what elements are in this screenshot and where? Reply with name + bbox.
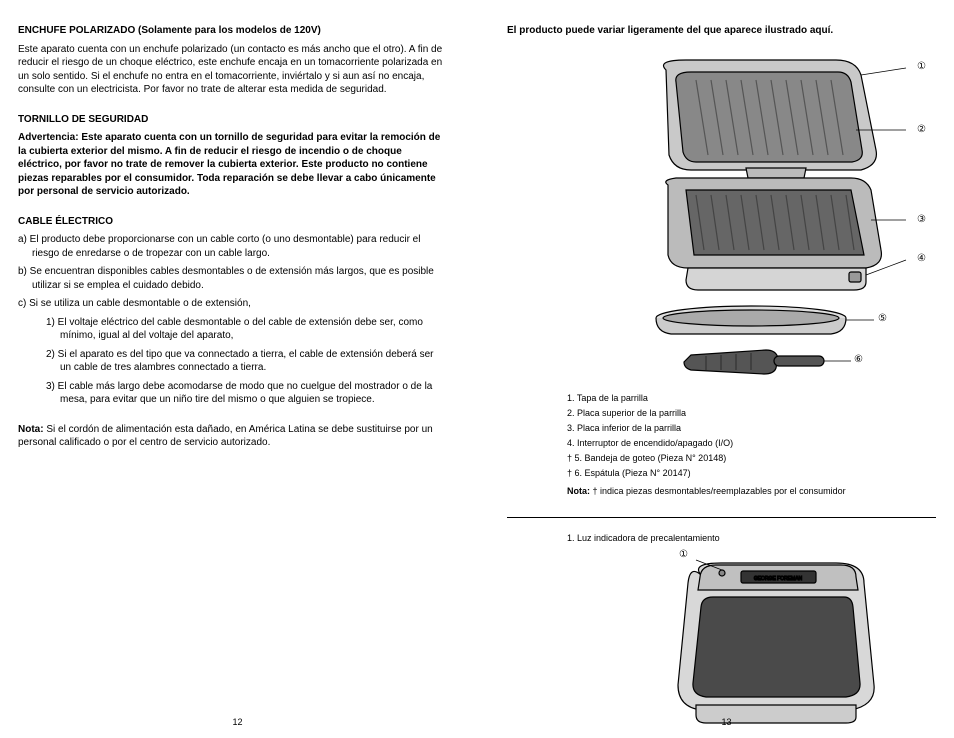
section-safety-screw: TORNILLO DE SEGURIDAD Advertencia: Este … <box>18 113 447 199</box>
list-cord: a) El producto debe proporcionarse con u… <box>18 233 447 407</box>
heading-electric-cord: CABLE ÉLECTRICO <box>18 215 447 229</box>
part-2: 2. Placa superior de la parrilla <box>567 407 936 419</box>
sublist-item-3: 3) El cable más largo debe acomodarse de… <box>46 380 447 407</box>
part-6: † 6. Espátula (Pieza N° 20147) <box>567 467 936 479</box>
sub-parts-list: 1. Luz indicadora de precalentamiento <box>567 532 936 544</box>
body-safety-screw: Advertencia: Este aparato cuenta con un … <box>18 131 447 199</box>
list-item-a: a) El producto debe proporcionarse con u… <box>18 233 447 260</box>
part-4: 4. Interruptor de encendido/apagado (I/O… <box>567 437 936 449</box>
callout-5: ⑤ <box>878 312 887 326</box>
list-item-c: c) Si se utiliza un cable desmontable o … <box>18 297 447 407</box>
page-number-right: 13 <box>507 716 946 728</box>
sublist-item-2: 2) Si el aparato es del tipo que va conn… <box>46 348 447 375</box>
diagram-grill-exploded: ① ② ③ ④ ⑤ ⑥ <box>596 50 936 380</box>
heading-polarized: ENCHUFE POLARIZADO (Solamente para los m… <box>18 24 447 38</box>
grill-illustration <box>596 50 936 380</box>
parts-list: 1. Tapa de la parrilla 2. Placa superior… <box>567 392 936 480</box>
right-page: El producto puede variar ligeramente del… <box>497 24 936 728</box>
callout-6: ⑥ <box>854 353 863 367</box>
callout-3: ③ <box>917 213 926 227</box>
heading-product-vary: El producto puede variar ligeramente del… <box>507 24 936 38</box>
part-5: † 5. Bandeja de goteo (Pieza N° 20148) <box>567 452 936 464</box>
heading-safety-screw: TORNILLO DE SEGURIDAD <box>18 113 447 127</box>
diagram-grill-closed: GEORGE FOREMAN ① <box>646 555 906 725</box>
page-number-left: 12 <box>18 716 457 728</box>
sub-part-1: 1. Luz indicadora de precalentamiento <box>567 533 720 543</box>
divider-line <box>507 517 936 518</box>
list-item-b: b) Se encuentran disponibles cables desm… <box>18 265 447 292</box>
callout2-1: ① <box>679 548 688 562</box>
part-1: 1. Tapa de la parrilla <box>567 392 936 404</box>
sublist-cord: 1) El voltaje eléctrico del cable desmon… <box>32 316 447 407</box>
note-cord: Nota: Si el cordón de alimentación esta … <box>18 423 447 450</box>
part-3: 3. Placa inferior de la parrilla <box>567 422 936 434</box>
grill-closed-illustration: GEORGE FOREMAN <box>646 555 906 725</box>
parts-note: Nota: † indica piezas desmontables/reemp… <box>567 485 936 497</box>
callout-2: ② <box>917 123 926 137</box>
body-polarized: Este aparato cuenta con un enchufe polar… <box>18 43 447 97</box>
section-electric-cord: CABLE ÉLECTRICO a) El producto debe prop… <box>18 215 447 407</box>
sublist-item-1: 1) El voltaje eléctrico del cable desmon… <box>46 316 447 343</box>
left-page: ENCHUFE POLARIZADO (Solamente para los m… <box>18 24 457 728</box>
svg-text:GEORGE FOREMAN: GEORGE FOREMAN <box>754 576 803 582</box>
callout-1: ① <box>917 60 926 74</box>
section-polarized-plug: ENCHUFE POLARIZADO (Solamente para los m… <box>18 24 447 97</box>
callout-4: ④ <box>917 252 926 266</box>
